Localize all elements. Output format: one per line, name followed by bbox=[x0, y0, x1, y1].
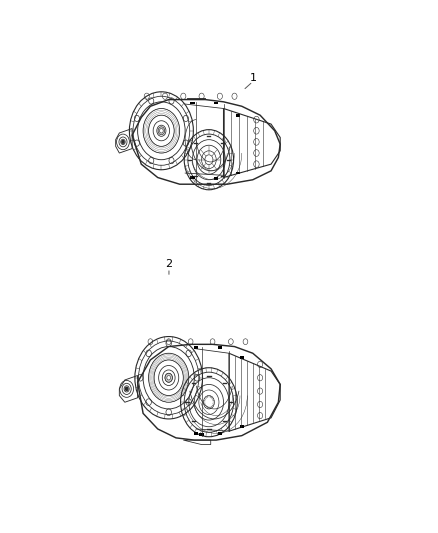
Bar bbox=[199, 433, 204, 436]
Bar bbox=[194, 346, 198, 349]
Bar bbox=[214, 177, 219, 180]
Bar bbox=[218, 346, 222, 349]
Text: 1: 1 bbox=[250, 72, 256, 83]
Bar bbox=[190, 102, 194, 104]
Bar bbox=[214, 102, 219, 104]
Circle shape bbox=[122, 141, 124, 143]
Bar bbox=[236, 114, 240, 117]
Text: 2: 2 bbox=[166, 260, 173, 269]
Circle shape bbox=[165, 373, 172, 382]
Bar bbox=[218, 432, 222, 435]
Circle shape bbox=[125, 387, 128, 391]
Bar bbox=[240, 425, 244, 428]
Bar bbox=[194, 432, 198, 435]
Bar bbox=[190, 176, 194, 179]
Circle shape bbox=[167, 376, 170, 380]
Bar bbox=[236, 172, 240, 174]
Circle shape bbox=[159, 128, 163, 133]
Bar bbox=[240, 357, 244, 359]
Circle shape bbox=[158, 127, 165, 135]
